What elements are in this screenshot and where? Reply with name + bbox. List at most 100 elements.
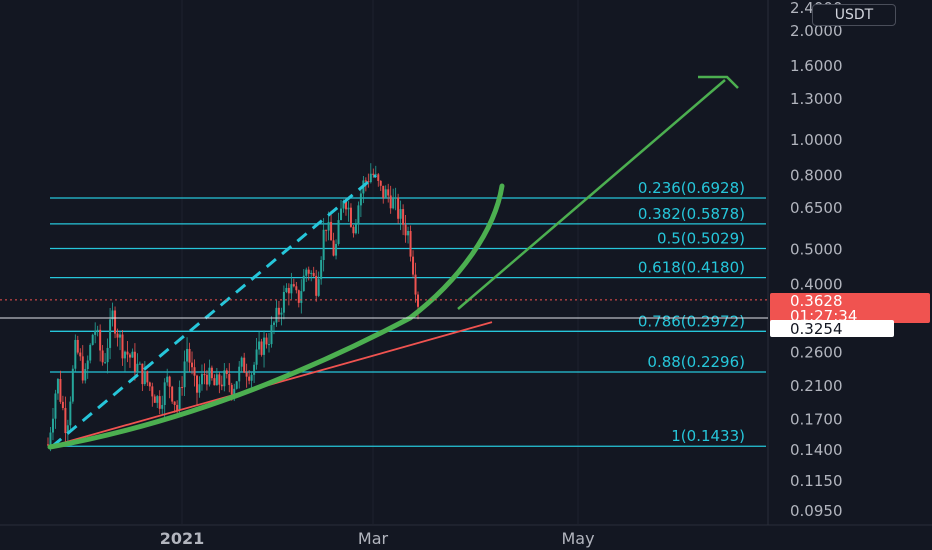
- candle-body: [71, 368, 74, 402]
- candle-body: [86, 360, 89, 370]
- fib-level-label: 0.618(0.4180): [638, 259, 745, 277]
- candle-body: [317, 279, 320, 296]
- candle-body: [295, 286, 298, 291]
- candle-body: [186, 348, 189, 362]
- candle-body: [176, 404, 179, 411]
- candle-body: [193, 367, 196, 376]
- current-price-badge: [770, 293, 930, 323]
- candle-body: [99, 329, 102, 351]
- candle-body: [382, 185, 385, 198]
- candle-body: [79, 352, 82, 357]
- candle-body: [59, 378, 62, 402]
- candle-body: [178, 387, 181, 411]
- candle-body: [330, 221, 333, 241]
- price-tick-label: 0.2100: [790, 377, 843, 395]
- candle-body: [280, 312, 283, 315]
- candle-body: [354, 223, 357, 234]
- candle-body: [268, 344, 271, 346]
- candle-body: [292, 284, 295, 287]
- projection-arrow: [457, 79, 726, 310]
- candle-body: [404, 224, 407, 236]
- candle-body: [275, 307, 278, 323]
- candle-body: [66, 425, 69, 434]
- time-tick-label: Mar: [358, 529, 389, 548]
- candle-body: [181, 387, 184, 389]
- candle-body: [47, 444, 49, 446]
- candle-body: [238, 366, 241, 382]
- candle-body: [305, 269, 308, 276]
- fib-level-label: 0.236(0.6928): [638, 179, 745, 197]
- candle-body: [69, 401, 72, 426]
- candle-body: [158, 396, 161, 409]
- candle-body: [297, 290, 300, 303]
- candle-body: [310, 272, 313, 274]
- candle-body: [156, 396, 159, 403]
- candle-body: [287, 287, 290, 294]
- candle-body: [208, 367, 211, 385]
- candle-body: [228, 374, 231, 385]
- parabolic-curve: [47, 183, 505, 450]
- candle-body: [347, 207, 350, 210]
- price-tick-label: 1.6000: [790, 57, 843, 75]
- candle-body: [414, 274, 417, 295]
- candle-body: [272, 322, 275, 325]
- candle-body: [260, 341, 263, 355]
- candle-body: [56, 378, 59, 394]
- price-tick-label: 2.0000: [790, 22, 843, 40]
- candle-body: [263, 337, 266, 355]
- candle-body: [364, 180, 367, 182]
- candle-body: [302, 275, 305, 292]
- candle-body: [240, 357, 243, 367]
- candle-body: [215, 374, 218, 386]
- candle-body: [340, 208, 343, 221]
- candle-body: [412, 256, 415, 275]
- candle-body: [407, 230, 410, 236]
- candle-body: [171, 386, 174, 402]
- candle-body: [344, 201, 347, 210]
- candle-body: [123, 351, 126, 359]
- candle-body: [111, 310, 114, 320]
- candle-body: [369, 173, 372, 183]
- candle-body: [151, 386, 154, 397]
- candle-body: [374, 174, 377, 176]
- marker-price-badge: [770, 320, 894, 337]
- price-tick-label: 0.5000: [790, 240, 843, 258]
- candle-body: [141, 363, 144, 385]
- candle-body: [270, 324, 273, 345]
- price-tick-label: 0.4000: [790, 276, 843, 294]
- candle-body: [250, 374, 253, 381]
- candle-body: [104, 362, 107, 364]
- price-tick-label: 0.6500: [790, 199, 843, 217]
- time-axis: 2021 Mar May: [160, 529, 595, 548]
- candle-body: [106, 347, 109, 363]
- candle-body: [225, 370, 228, 375]
- price-tick-label: 0.1700: [790, 410, 843, 428]
- candle-body: [163, 382, 166, 405]
- current-price-value: 0.3628: [790, 292, 843, 310]
- candle-body: [402, 209, 405, 225]
- candle-body: [392, 198, 395, 209]
- candle-body: [387, 189, 390, 196]
- candle-body: [188, 348, 191, 363]
- candle-body: [307, 269, 310, 274]
- candle-body: [322, 229, 325, 261]
- candle-body: [61, 401, 64, 409]
- currency-button[interactable]: USDT: [812, 4, 896, 26]
- candle-body: [389, 195, 392, 209]
- candle-body: [89, 344, 92, 361]
- candle-body: [153, 396, 156, 403]
- candle-body: [248, 376, 251, 381]
- candle-body: [183, 361, 186, 388]
- price-tick-label: 0.8000: [790, 166, 843, 184]
- price-tick-label: 0.1150: [790, 472, 843, 490]
- candle-body: [116, 333, 119, 338]
- candle-body: [119, 334, 122, 338]
- candle-body: [114, 310, 117, 334]
- candle-body: [198, 384, 201, 393]
- candle-body: [133, 351, 136, 372]
- candle-body: [81, 356, 84, 381]
- candle-body: [168, 376, 171, 387]
- candle-body: [223, 370, 226, 387]
- candle-body: [213, 378, 216, 386]
